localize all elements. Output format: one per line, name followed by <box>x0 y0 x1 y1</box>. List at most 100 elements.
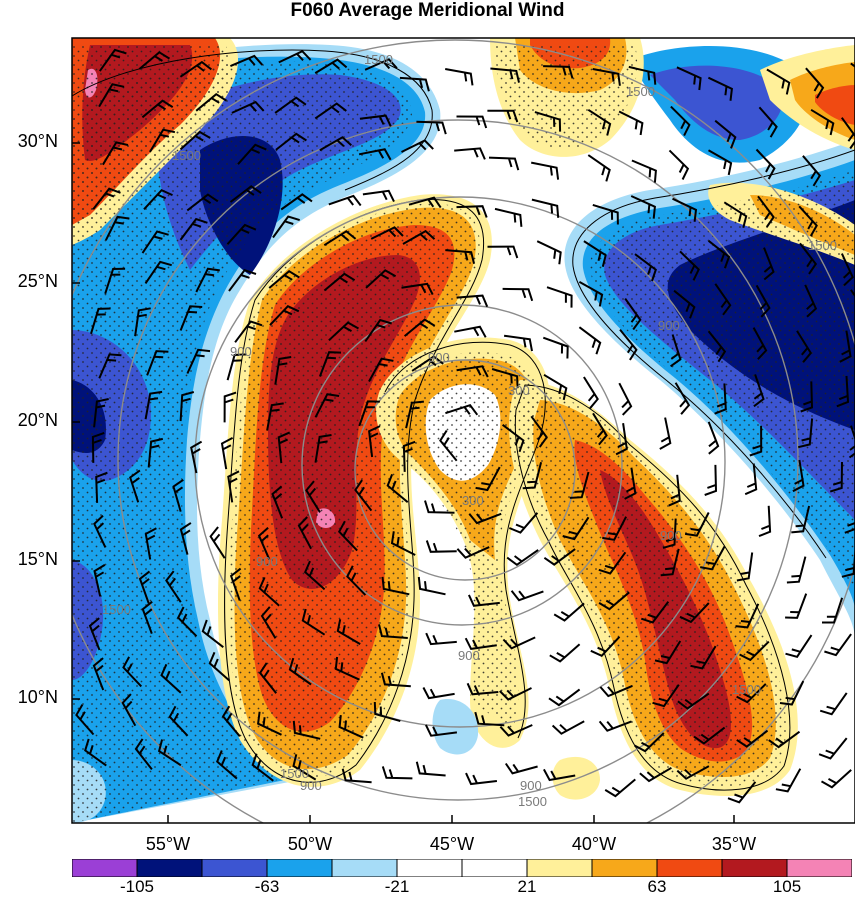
wind-barb <box>707 240 731 269</box>
wind-barb <box>684 512 710 537</box>
wind-barb <box>824 633 852 657</box>
wind-barb <box>90 307 111 335</box>
wind-barb <box>707 76 733 101</box>
wind-barb <box>798 205 818 237</box>
wind-barb <box>226 353 247 381</box>
axis-ticks <box>72 142 735 823</box>
wind-barb <box>464 637 497 650</box>
wind-barb <box>257 711 282 736</box>
wind-barb <box>229 567 242 601</box>
colorbar-segment <box>591 859 658 877</box>
wind-barb <box>821 769 852 789</box>
wind-barb <box>668 474 681 507</box>
wind-barb <box>543 373 568 401</box>
wind-barb <box>604 778 636 798</box>
wind-barb <box>548 688 581 707</box>
wind-barb <box>314 102 347 120</box>
wind-barb <box>456 115 488 129</box>
wind-barb <box>269 304 300 326</box>
wind-barb <box>735 603 760 629</box>
wind-barb <box>288 657 312 686</box>
height-label: 300 <box>508 383 530 398</box>
wind-barb <box>416 120 447 135</box>
wind-barb <box>531 198 560 218</box>
wind-barb <box>634 253 657 282</box>
wind-barb <box>91 431 105 463</box>
wind-barb <box>707 421 720 455</box>
height-contour-labels: 1500 1500 1500 1500 1500 1500 1500 1500 … <box>102 52 837 809</box>
wind-barb <box>499 724 533 737</box>
height-label: 1500 <box>732 682 761 697</box>
wind-barb <box>425 632 457 646</box>
wind-barb <box>341 768 372 784</box>
height-label: 1500 <box>518 794 547 809</box>
wind-barb <box>491 368 519 389</box>
wind-barb <box>672 197 698 222</box>
colorbar-segment <box>331 859 398 877</box>
wind-barb <box>424 500 455 514</box>
wind-barb <box>186 348 211 374</box>
wind-barb <box>785 634 813 658</box>
colorbar <box>72 859 852 877</box>
wind-barb <box>179 522 192 555</box>
wind-barb <box>401 139 434 153</box>
wind-barb <box>592 203 619 225</box>
colorbar-segment <box>721 859 788 877</box>
wind-barb <box>346 565 367 596</box>
wind-barb <box>258 662 277 694</box>
wind-barb <box>543 768 576 782</box>
wind-barb <box>93 398 109 428</box>
wind-barb <box>92 187 121 210</box>
colorbar-segment <box>396 859 463 877</box>
height-label: 1500 <box>364 52 393 67</box>
wind-barb <box>229 185 262 203</box>
wind-barb <box>227 470 240 503</box>
height-label: 300 <box>462 493 484 508</box>
lon-label: 40°W <box>571 834 617 854</box>
wind-barb <box>401 282 434 296</box>
wind-barb <box>829 461 843 493</box>
wind-barb <box>147 437 164 468</box>
wind-barb <box>380 672 411 688</box>
wind-barb <box>209 526 226 559</box>
wind-barb <box>504 762 538 775</box>
lon-label: 55°W <box>145 834 191 854</box>
wind-barb <box>381 766 413 780</box>
wind-barb <box>618 110 644 136</box>
wind-barb <box>531 161 560 180</box>
wind-barb <box>220 437 234 470</box>
wind-barb <box>810 108 835 136</box>
wind-barb <box>668 149 690 180</box>
wind-barb <box>802 155 822 187</box>
wind-barb <box>804 284 818 318</box>
height-label: 900 <box>230 344 252 359</box>
wind-barb <box>723 201 748 229</box>
wind-barb <box>704 464 718 496</box>
wind-barb <box>590 636 621 658</box>
wind-barb <box>365 269 397 289</box>
height-label: 900 <box>428 350 450 365</box>
height-label: 1500 <box>172 148 201 163</box>
wind-barb <box>615 423 628 456</box>
wind-barb <box>598 551 627 575</box>
wind-barb <box>402 440 416 472</box>
wind-barb <box>179 217 208 241</box>
wind-barb <box>583 240 607 268</box>
wind-barb <box>468 512 502 525</box>
wind-barb <box>141 230 169 254</box>
wind-barb <box>659 417 672 450</box>
wind-barb <box>592 68 621 86</box>
lat-label: 20°N <box>17 410 58 430</box>
wind-barb <box>318 351 342 377</box>
wind-barb <box>679 250 700 281</box>
wind-barb <box>228 269 257 292</box>
colorbar-tick-label: 63 <box>647 877 667 896</box>
wind-barb <box>314 393 340 418</box>
wind-barb <box>502 287 534 302</box>
wind-barb <box>792 459 805 493</box>
wind-barb <box>305 480 321 513</box>
wind-barb <box>543 65 574 79</box>
wind-barb <box>292 720 321 740</box>
lon-label: 50°W <box>287 834 333 854</box>
wind-barb <box>141 600 153 634</box>
